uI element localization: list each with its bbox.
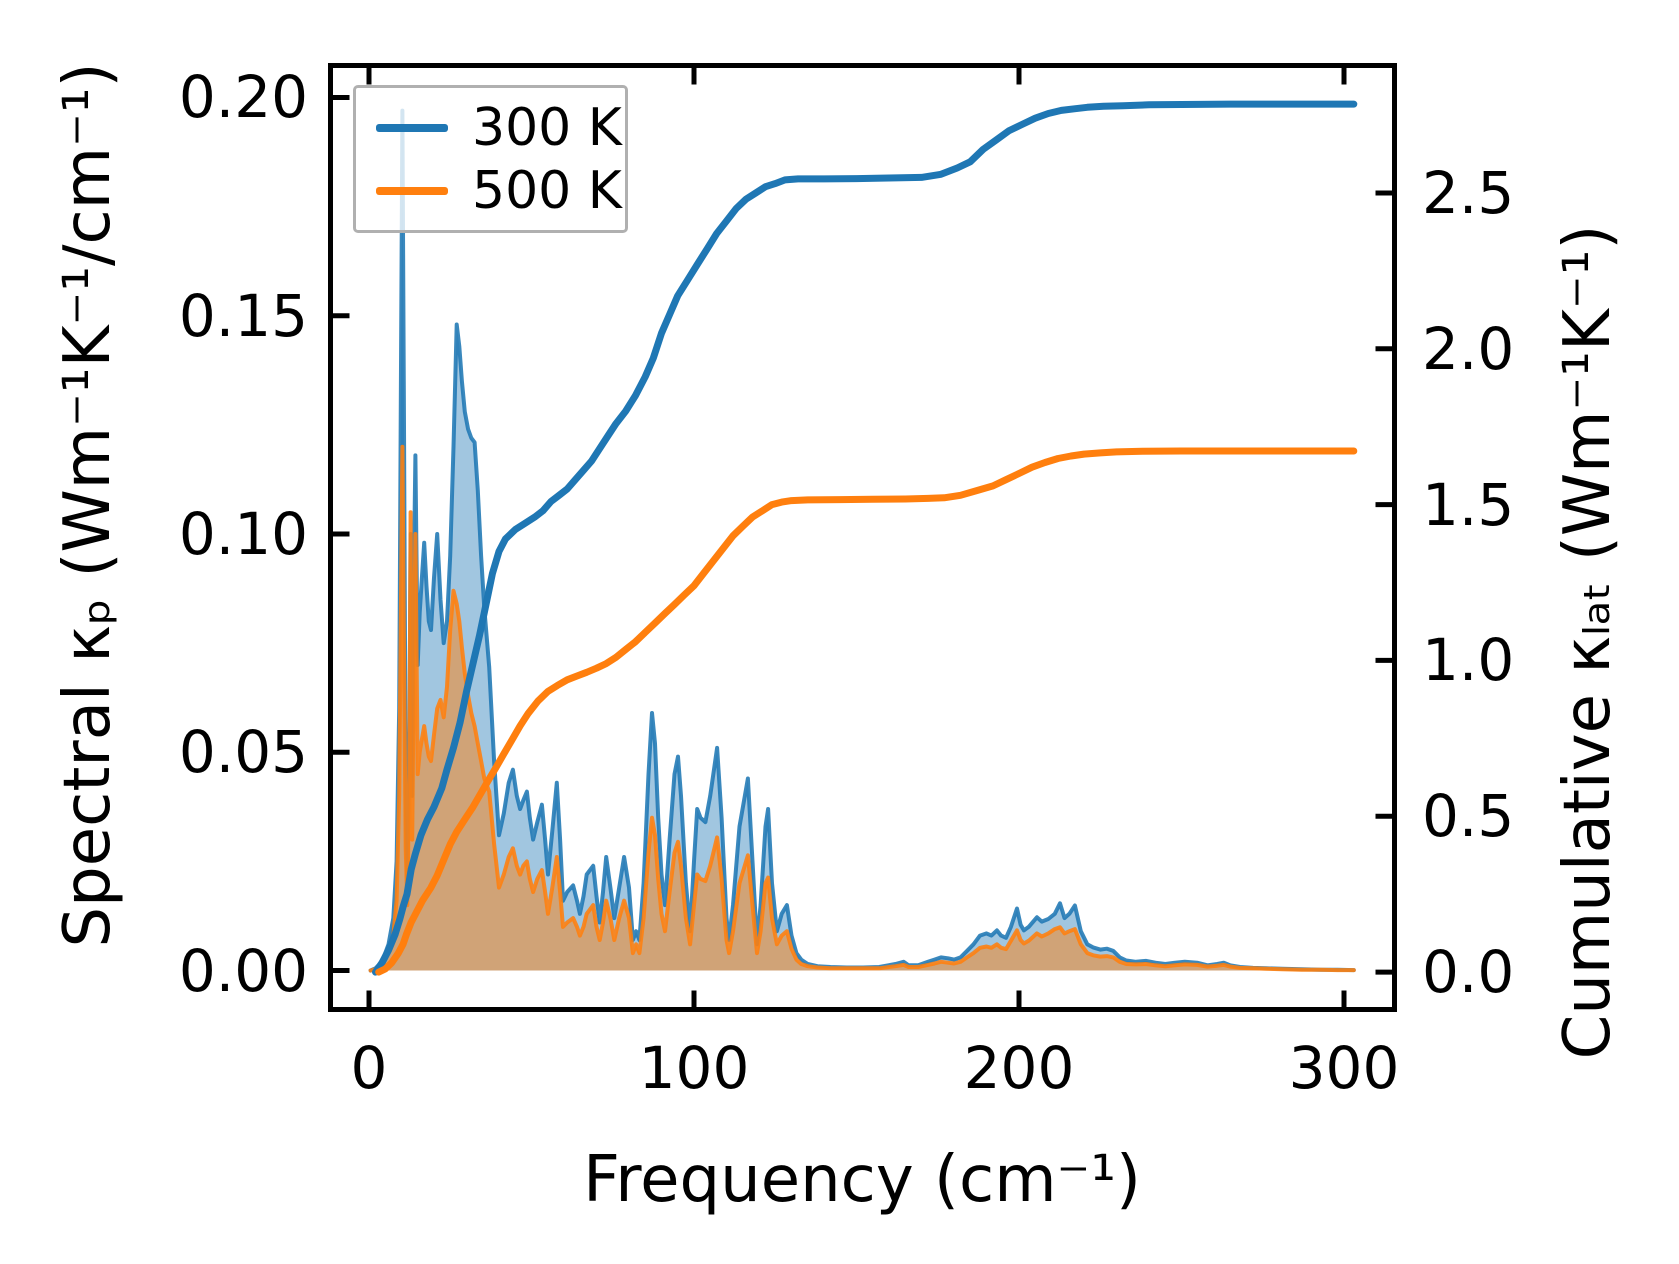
left-y-tick-label-0.00: 0.00 <box>178 936 308 1005</box>
right-y-tick-label-0.5: 0.5 <box>1422 782 1515 851</box>
500-k-spectral-κp-area <box>370 446 1354 971</box>
legend-line-sample <box>376 123 448 132</box>
left-y-tick-label-0.20: 0.20 <box>178 63 308 132</box>
right-y-tick-label-2.5: 2.5 <box>1422 158 1515 227</box>
right-y-axis-label: Cumulative κₗₐₜ (Wm⁻¹K⁻¹) <box>1551 224 1625 1060</box>
right-y-tick-label-1.0: 1.0 <box>1422 626 1515 695</box>
right-y-tick-label-2.0: 2.0 <box>1422 314 1515 383</box>
legend-line-sample <box>376 186 448 195</box>
legend-entry-300-k: 300 K <box>356 96 625 159</box>
x-axis-label: Frequency (cm⁻¹) <box>583 1143 1141 1217</box>
300-k-spectral-κp-line <box>368 108 1356 973</box>
left-y-axis-label: Spectral κₚ (Wm⁻¹K⁻¹/cm⁻¹) <box>51 62 125 948</box>
right-y-tick-label-0.0: 0.0 <box>1422 938 1515 1007</box>
legend-box: 300 K 500 K <box>353 85 628 233</box>
500-k-cumulative-κlat-line <box>375 447 1358 976</box>
left-y-tick-label-0.15: 0.15 <box>178 281 308 350</box>
legend-entry-500-k: 500 K <box>356 159 625 222</box>
axes-spines <box>328 63 1397 1012</box>
right-y-tick-label-1.5: 1.5 <box>1422 470 1515 539</box>
300-k-cumulative-κlat-line <box>372 100 1358 976</box>
legend-label: 500 K <box>472 160 622 221</box>
x-tick-label-0: 0 <box>350 1034 388 1102</box>
x-tick-label-300: 300 <box>1288 1034 1400 1102</box>
left-y-tick-label-0.05: 0.05 <box>178 718 308 787</box>
x-tick-label-100: 100 <box>638 1034 750 1102</box>
500-k-spectral-κp-line <box>368 444 1356 973</box>
300-k-spectral-κp-area <box>370 110 1354 971</box>
legend-label: 300 K <box>472 97 622 158</box>
x-tick-label-200: 200 <box>963 1034 1075 1102</box>
left-y-tick-label-0.10: 0.10 <box>178 500 308 568</box>
